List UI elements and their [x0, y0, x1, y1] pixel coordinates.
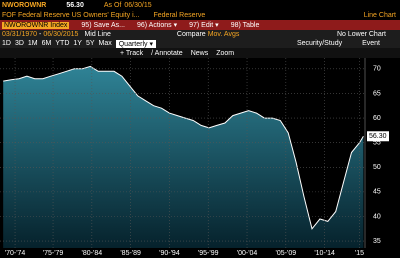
y-tick-label: 50 [373, 164, 381, 171]
header-row: NWOROWNR 56.30 As Of 06/30/15 [0, 0, 400, 10]
period[interactable]: 3D [14, 40, 24, 47]
y-tick-label: 45 [373, 189, 381, 196]
x-tick-label: '80-'84 [82, 250, 103, 257]
tool[interactable]: + Track [120, 49, 144, 57]
period[interactable]: YTD [55, 40, 70, 47]
y-tick-label: 40 [373, 213, 381, 220]
end-date[interactable]: 06/30/2015 [43, 31, 79, 38]
range-bar: 03/31/1970 - 06/30/2015 Mid Line Compare… [0, 30, 400, 39]
y-tick-label: 60 [373, 115, 381, 122]
area [3, 66, 364, 249]
x-tick-label: '75-'79 [43, 250, 64, 257]
x-tick-label: '90-'94 [159, 250, 180, 257]
source: Federal Reserve [153, 11, 206, 19]
title-row: FOF Federal Reserve US Owners' Equity i.… [0, 10, 400, 20]
x-tick-label: '10-'14 [314, 250, 335, 257]
period[interactable]: 1M [27, 40, 38, 47]
tool[interactable]: Zoom [216, 49, 235, 57]
x-tick-label: '85-'89 [120, 250, 141, 257]
x-tick-label: '00-'04 [237, 250, 258, 257]
x-tick-label: '05-'09 [276, 250, 297, 257]
x-tick-label: '15 [355, 250, 364, 257]
period-bar: 1D 3D 1M 6M YTD 1Y 5Y Max Quarterly ▾ Security/St… [0, 39, 400, 48]
period[interactable]: Max [98, 40, 112, 47]
y-tick-label: 65 [373, 90, 381, 97]
mid-line[interactable]: Mid Line [84, 31, 111, 38]
y-tick-label: 70 [373, 66, 381, 73]
price: 56.30 [66, 1, 84, 9]
event[interactable]: Event [362, 40, 380, 47]
tools-bar: + Track / Annotate News Zoom [0, 48, 400, 58]
as-of: 06/30/15 [124, 1, 152, 9]
x-tick-label: '70-'74 [5, 250, 26, 257]
frequency[interactable]: Quarterly ▾ [115, 39, 156, 48]
as-of-label: As Of [103, 1, 122, 9]
toolbar-button[interactable]: 98) Table [230, 21, 260, 29]
toolbar-button[interactable]: 95) Save As... [81, 21, 125, 29]
last-value-label: 56.30 [369, 133, 387, 140]
mov-avgs[interactable]: Mov. Avgs [207, 31, 240, 38]
period[interactable]: 1D [2, 40, 11, 47]
y-tick-label: 55 [373, 140, 381, 147]
line [3, 65, 364, 230]
dash: - [39, 31, 42, 38]
study[interactable]: Security/Study [296, 40, 343, 47]
lower-chart[interactable]: No Lower Chart [336, 31, 386, 38]
last-value-box [367, 131, 389, 142]
toolbar-button[interactable]: 96) Actions ▾ [137, 22, 178, 29]
ticker: NWOROWNR [2, 1, 47, 9]
tool[interactable]: News [190, 49, 209, 57]
toolbar: NWOROWNR Index 95) Save As... 96) Actions… [0, 20, 400, 30]
period[interactable]: 1Y [73, 40, 82, 47]
toolbar-button[interactable]: 97) Edit ▾ [189, 22, 219, 29]
chart-kind: Line Chart [363, 11, 396, 19]
title: FOF Federal Reserve US Owners' Equity i.… [2, 11, 140, 19]
period[interactable]: 6M [41, 40, 52, 47]
y-tick-label: 35 [373, 238, 381, 245]
chart: 35 40 45 50 55 60 65 70 '70-'74 '75-'79 '80-'84 '85… [0, 58, 389, 257]
compare[interactable]: Compare [176, 31, 206, 38]
tool[interactable]: / Annotate [151, 49, 183, 57]
start-date[interactable]: 03/31/1970 [2, 31, 38, 38]
period[interactable]: 5Y [85, 40, 95, 47]
security[interactable]: NWOROWNR Index [2, 21, 70, 29]
x-tick-label: '95-'99 [198, 250, 219, 257]
